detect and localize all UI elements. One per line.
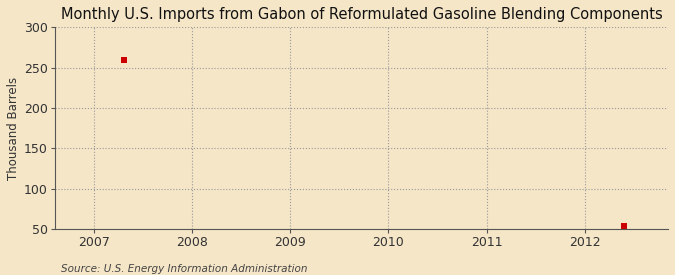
- Title: Monthly U.S. Imports from Gabon of Reformulated Gasoline Blending Components: Monthly U.S. Imports from Gabon of Refor…: [61, 7, 662, 22]
- Y-axis label: Thousand Barrels: Thousand Barrels: [7, 76, 20, 180]
- Text: Source: U.S. Energy Information Administration: Source: U.S. Energy Information Administ…: [61, 264, 307, 274]
